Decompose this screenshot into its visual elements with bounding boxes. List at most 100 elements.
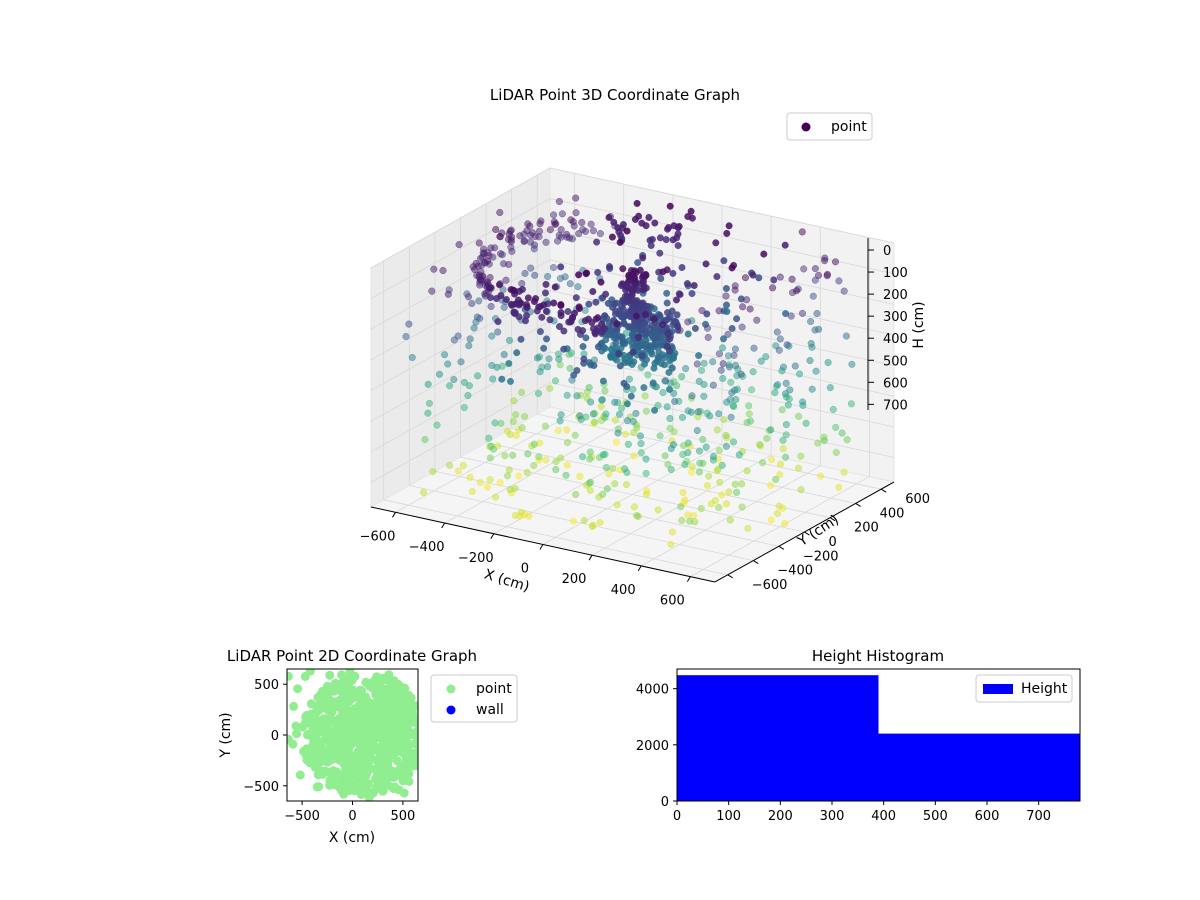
data-point [700,392,708,400]
data-point [510,287,519,295]
data-point [687,207,695,215]
data-point [472,259,480,267]
data-point [632,409,640,417]
data-point [763,434,771,442]
data-point [730,402,738,410]
data-point [613,501,621,509]
data-point [425,399,433,407]
data-point [824,359,832,367]
data-point [840,287,848,295]
data-point [476,276,484,284]
data-point [295,770,305,780]
y-tick [778,545,785,550]
data-point [596,519,604,527]
data-point [523,227,531,235]
data-point [520,237,528,245]
chart-2d-legend: point wall [430,674,518,723]
data-point [654,401,662,410]
grid-y-line [536,175,882,490]
y-tick-label: −400 [777,564,813,579]
grid-z-line [370,259,895,361]
data-point [786,386,794,394]
data-point [587,220,595,228]
chart-3d: LiDAR Point 3D Coordinate Graph −600−400… [360,86,930,609]
data-point [383,755,393,765]
data-point [423,729,432,738]
data-point [487,302,495,310]
data-point [588,319,596,327]
data-point [749,271,757,279]
data-point [612,438,620,446]
data-point [323,681,332,691]
data-point [583,269,591,277]
data-point [722,301,731,309]
data-point [814,439,822,447]
data-point [573,392,581,400]
data-point [659,268,667,276]
chart-3d-legend-marker [801,122,811,132]
data-point [546,226,554,234]
data-point [807,339,815,348]
data-point [343,750,353,760]
data-point [725,363,734,371]
data-point [667,465,675,474]
data-point [638,219,646,227]
data-point [376,749,385,759]
grid-z-line [370,167,895,269]
data-point [798,309,807,317]
data-point [450,375,458,384]
data-point [695,468,703,476]
chart-histogram-legend: Height [975,674,1073,703]
data-point [422,717,431,726]
data-point [651,406,659,414]
data-point [615,410,624,418]
data-point [782,379,790,387]
data-point [541,422,549,430]
data-point [466,473,474,481]
x-tick-label: 600 [975,809,1000,824]
data-point [715,410,723,418]
data-point [610,218,618,226]
y-tick-label: 4000 [636,683,669,698]
data-point [554,426,562,435]
data-point [749,368,757,376]
data-point [630,452,638,460]
grid-z-line [370,198,895,299]
data-point [686,517,694,525]
chart-3d-grid [370,167,895,577]
data-point [616,362,624,370]
data-point [619,265,627,273]
data-point [663,299,671,307]
data-point [300,671,310,681]
data-point [389,746,399,755]
data-point [392,756,402,766]
data-point [681,460,689,469]
data-point [835,483,843,491]
data-point [560,345,568,353]
data-point [750,344,758,352]
data-point [644,371,652,379]
data-point [591,418,599,426]
data-point [348,758,358,768]
x-tick-label: 200 [768,809,793,824]
data-point [678,373,686,381]
data-point [727,378,735,386]
data-point [767,426,775,434]
grid-x-line [395,173,575,513]
data-point [517,508,525,517]
data-point [496,478,504,487]
data-point [633,424,641,432]
data-point [525,512,533,520]
data-point [502,295,510,304]
data-point [693,426,701,435]
data-point [550,299,558,307]
data-point [715,350,723,358]
data-point [505,466,513,474]
data-point [687,408,695,416]
data-point [695,447,704,455]
data-point [410,701,418,711]
data-point [598,320,606,328]
data-point [471,265,479,274]
y-tick-label: −600 [752,578,788,593]
data-point [842,332,850,340]
